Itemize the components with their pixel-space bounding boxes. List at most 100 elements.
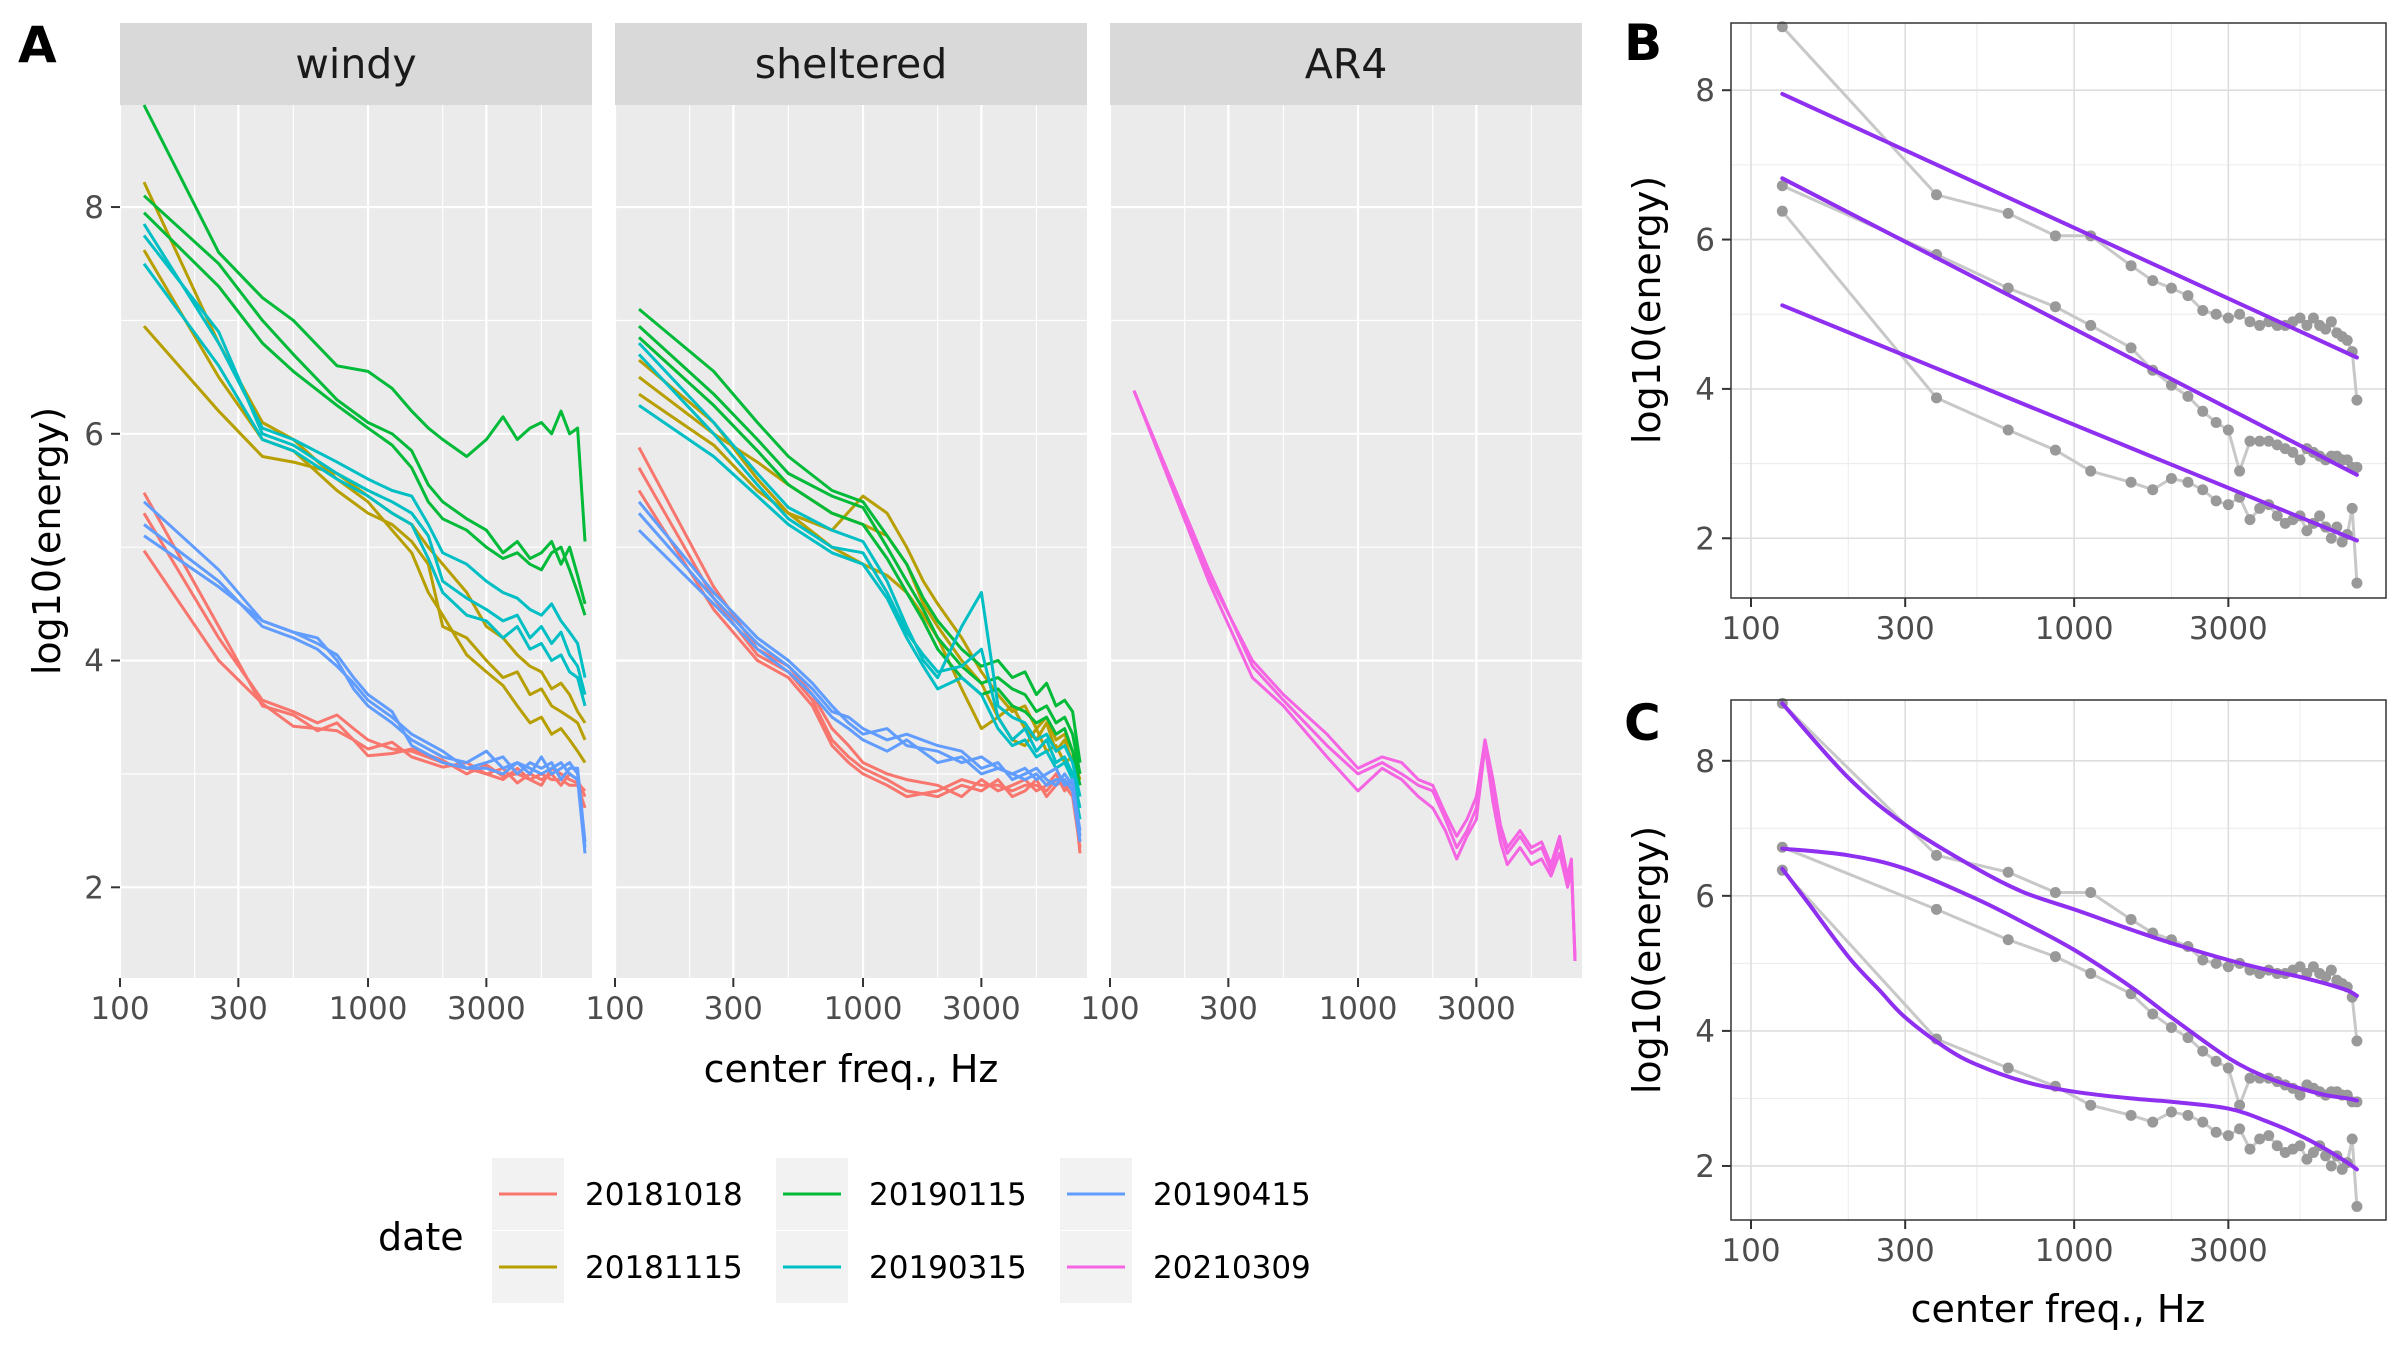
observed-point: [2049, 444, 2061, 456]
series-line-20190415: [143, 523, 587, 843]
observed-point: [2320, 1150, 2332, 1162]
y-tick-label: 8: [1695, 744, 1715, 780]
legend-label-20181018: 20181018: [585, 1177, 743, 1213]
observed-point: [2210, 495, 2222, 507]
x-tick-label: 300: [1199, 991, 1258, 1027]
fit-line-1: [1780, 846, 2359, 1103]
panel-b-tag: B: [1624, 14, 1662, 72]
facet-sheltered-x-axis: 100 300 1000 3000: [585, 978, 1021, 1027]
observed-point: [2244, 514, 2256, 526]
facet-sheltered: sheltered 100 300 1000 3000: [585, 23, 1087, 1027]
panel-c-x-title: center freq., Hz: [1911, 1287, 2206, 1331]
observed-point: [1931, 849, 1943, 861]
observed-point: [2351, 394, 2363, 406]
series-line-20190315: [637, 342, 1082, 797]
panel-b-y-axis: 2 4 6 8: [1695, 73, 1731, 557]
observed-point: [2147, 484, 2159, 496]
series-line-20190115: [142, 194, 587, 605]
panel-c-border: [1730, 699, 2387, 1221]
x-tick-label: 1000: [2035, 1233, 2114, 1269]
observed-point: [2351, 1035, 2363, 1047]
x-tick-label: 300: [209, 991, 268, 1027]
series-line-20190315: [142, 234, 587, 695]
facet-windy-panel: [120, 105, 592, 978]
x-tick-label: 300: [704, 991, 763, 1027]
observed-point: [2165, 282, 2177, 294]
series-line-20181115: [142, 325, 587, 724]
facet-ar4-grid: [1108, 105, 1582, 978]
panel-b: 100 300 1000 3000 2 4 6 8: [1695, 21, 2387, 647]
y-tick-label: 2: [84, 870, 104, 906]
observed-point: [2325, 964, 2337, 976]
observed-point: [2234, 308, 2246, 320]
y-tick-label: 4: [1695, 372, 1715, 408]
observed-point: [2147, 275, 2159, 287]
observed-point: [2341, 334, 2353, 346]
observed-point: [2125, 913, 2137, 925]
observed-point: [2197, 954, 2209, 966]
y-tick-label: 2: [1695, 1149, 1715, 1185]
x-tick-label: 1000: [824, 991, 903, 1027]
x-tick-label: 3000: [2189, 611, 2268, 647]
fit-line-2: [1780, 303, 2359, 543]
observed-point: [2244, 316, 2256, 328]
x-tick-label: 300: [1876, 1233, 1935, 1269]
observed-point: [2002, 282, 2014, 294]
legend-label-20190415: 20190415: [1153, 1177, 1311, 1213]
y-tick-label: 4: [84, 644, 104, 680]
y-tick-label: 8: [1695, 73, 1715, 109]
panel-b-fits: [1780, 91, 2359, 543]
series-line-20181115: [638, 392, 1082, 775]
panel-a-tag: A: [18, 16, 57, 74]
observed-point: [2182, 1032, 2194, 1044]
series-line-20190315: [142, 262, 587, 707]
series-line-20210309: [1132, 390, 1577, 962]
series-line-20210309: [1132, 390, 1577, 956]
observed-point: [2244, 1143, 2256, 1155]
observed-point: [2125, 342, 2137, 354]
observed-point: [2346, 1133, 2358, 1145]
series-line-20181018: [142, 549, 587, 809]
facet-sheltered-lines: [637, 307, 1082, 854]
observed-point: [2197, 484, 2209, 496]
observed-point: [2002, 1062, 2014, 1074]
facet-ar4: AR4 100 300 1000 3000: [1080, 23, 1582, 1027]
observed-point: [2301, 319, 2313, 331]
facet-windy-grid: [118, 105, 592, 978]
x-tick-label: 100: [585, 991, 644, 1027]
series-line-20190115: [142, 211, 587, 616]
panel-c-fits: [1780, 701, 2359, 1172]
observed-point: [2294, 454, 2306, 466]
panel-b-y-title: log10(energy): [1625, 176, 1669, 444]
observed-point: [2210, 1055, 2222, 1067]
observed-point: [2197, 405, 2209, 417]
observed-point: [2125, 1109, 2137, 1121]
observed-point: [2222, 1062, 2234, 1074]
x-tick-label: 100: [1721, 611, 1780, 647]
observed-point: [2085, 1099, 2097, 1111]
observed-point: [2222, 499, 2234, 511]
observed-point: [2271, 510, 2283, 522]
panel-b-x-axis: 100 300 1000 3000: [1721, 598, 2268, 647]
observed-point: [2197, 305, 2209, 316]
observed-point: [2351, 1200, 2363, 1212]
observed-point: [1776, 180, 1788, 192]
observed-point: [2165, 1022, 2177, 1034]
observed-point: [2002, 424, 2014, 436]
observed-point: [2165, 1106, 2177, 1118]
observed-point: [2325, 532, 2337, 544]
observed-point: [2287, 446, 2299, 458]
observed-point: [2271, 1140, 2283, 1152]
series-line-20181115: [142, 181, 587, 764]
fit-line-2: [1780, 866, 2359, 1172]
observed-point: [2182, 390, 2194, 402]
observed-point: [1931, 903, 1943, 915]
observed-point: [2294, 312, 2306, 324]
panel-c: 100 300 1000 3000 2 4 6 8: [1695, 697, 2387, 1269]
series-line-20190415: [143, 534, 587, 854]
legend-label-20190115: 20190115: [869, 1177, 1027, 1213]
observed-point: [2314, 510, 2326, 522]
observed-point: [2210, 417, 2222, 429]
x-tick-label: 100: [1721, 1233, 1780, 1269]
series-line-20181115: [142, 249, 587, 741]
